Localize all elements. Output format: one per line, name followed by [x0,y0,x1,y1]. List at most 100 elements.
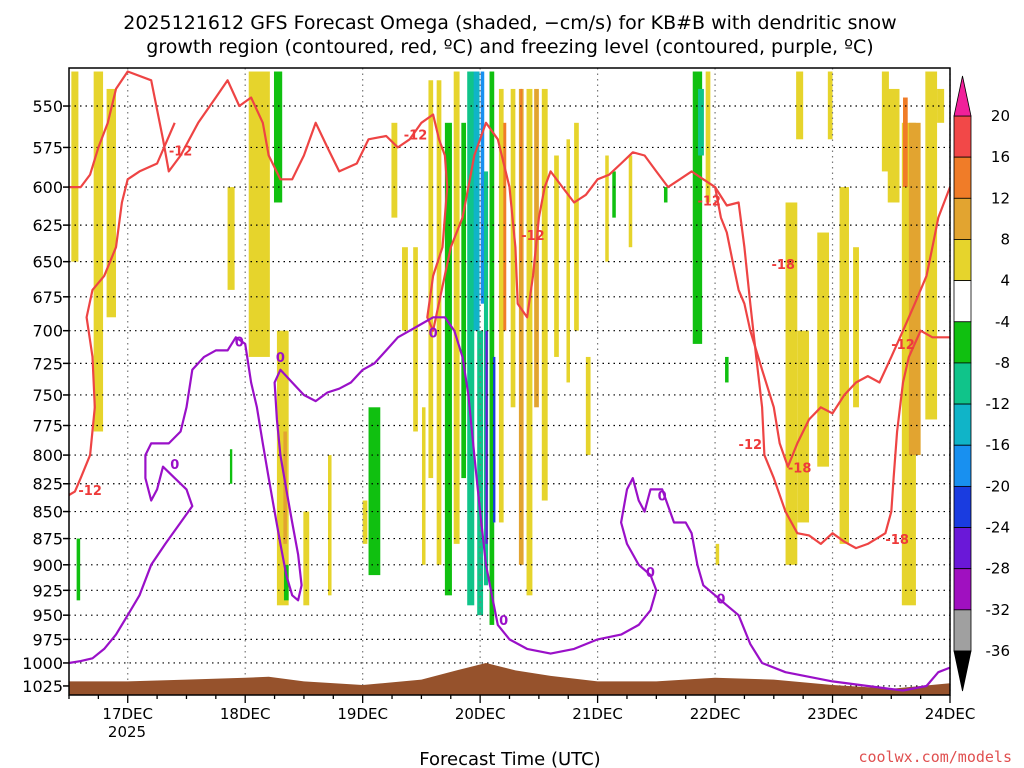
omega-swath-25 [473,71,480,331]
colorbar-swatch-1 [953,156,972,199]
x-tick-label-20DEC: 20DEC [455,705,506,723]
x-tick-label-23DEC: 23DEC [807,705,858,723]
x-axis-year-label: 2025 [108,723,146,741]
colorbar-swatch-5 [953,321,972,364]
omega-swath-47 [663,187,668,203]
omega-swath-40 [554,155,559,357]
omega-swath-26 [477,330,484,616]
y-tick-label-875: 875 [32,530,63,549]
omega-swath-13 [368,407,381,576]
freezing-contour-label-2: 0 [170,458,179,473]
omega-swath-21 [444,122,452,596]
colorbar-swatch-0 [953,115,972,158]
omega-swath-12 [328,455,332,596]
site-credit: coolwx.com/models [858,748,1012,766]
y-tick-label-575: 575 [32,138,63,157]
omega-swath-59 [881,71,889,172]
dgz-contour-label-9: -12 [891,338,915,353]
y-tick-label-925: 925 [32,581,63,600]
omega-swath-42 [574,122,579,331]
colorbar-swatch-4 [953,280,972,323]
dgz-contour-label-3: -12 [521,229,545,244]
dgz-contour-label-1: -12 [78,484,102,499]
dgz-contour-label-5: -12 [739,438,763,453]
colorbar-swatch-7 [953,403,972,446]
omega-swath-54 [785,202,798,565]
omega-swath-55 [797,330,810,523]
omega-swath-1 [93,71,104,432]
y-tick-label-950: 950 [32,606,63,625]
omega-swath-19 [428,80,434,479]
omega-swath-0 [71,71,79,262]
colorbar-label-8: -16 [986,436,1011,454]
omega-swath-52 [827,71,833,140]
omega-swath-33 [503,122,507,331]
y-tick-label-650: 650 [32,253,63,272]
omega-swath-37 [526,88,533,596]
omega-swath-15 [391,122,398,218]
colorbar-label-11: -28 [986,560,1011,578]
omega-swath-57 [839,187,849,544]
omega-swath-24 [467,71,475,606]
y-tick-label-775: 775 [32,417,63,436]
colorbar-label-7: -12 [986,395,1011,413]
y-axis: 550 575 600 625 650 675 700 725 750 775 800 825 850 8… [22,97,69,696]
omega-swath-10 [283,564,289,601]
omega-swath-60 [887,88,900,203]
colorbar-swatch-8 [953,444,972,487]
omega-swath-34 [510,88,516,408]
omega-swath-30 [489,71,495,625]
colorbar-bottom-arrow [953,650,972,692]
omega-swath-45 [612,171,616,218]
omega-swath-22 [453,71,460,544]
x-axis: 17DEC 18DEC 19DEC 20DEC 21DEC 22DEC 23DEC 24DEC [68,695,976,723]
omega-swath-44 [605,155,609,262]
colorbar-swatch-3 [953,239,972,282]
x-tick-label-17DEC: 17DEC [102,705,153,723]
y-tick-label-850: 850 [32,503,63,522]
colorbar-label-6: -8 [995,354,1010,372]
colorbar-swatch-12 [953,609,972,652]
freezing-contour-label-3: 0 [429,326,438,341]
y-tick-label-600: 600 [32,178,63,197]
omega-swath-31 [493,356,496,523]
omega-swath-3 [76,538,81,601]
x-tick-label-21DEC: 21DEC [572,705,623,723]
freezing-contour-label-7: 0 [499,614,508,629]
terrain-fill [69,663,950,695]
omega-swath-2 [106,88,116,318]
omega-swath-51 [725,356,729,383]
colorbar-label-3: 8 [1000,230,1010,248]
x-tick-label-22DEC: 22DEC [690,705,741,723]
omega-swath-48 [692,71,703,344]
y-tick-label-1000: 1000 [22,654,63,673]
dgz-contour-label-8: -18 [788,461,812,476]
freezing-contour-label-5: 0 [646,566,655,581]
colorbar-label-2: 12 [991,189,1010,207]
chart-title-line1: 2025121612 GFS Forecast Omega (shaded, −… [123,12,896,34]
y-tick-label-625: 625 [32,216,63,235]
omega-swath-63 [903,97,908,188]
omega-swath-16 [402,247,408,331]
omega-swath-20 [436,80,442,565]
y-tick-label-550: 550 [32,97,63,116]
omega-swath-58 [853,247,859,408]
omega-swath-43 [585,356,591,456]
omega-swath-62 [908,122,921,456]
freezing-level-contour [68,316,951,692]
y-tick-label-975: 975 [32,630,63,649]
colorbar-label-1: 16 [991,148,1010,166]
y-tick-label-700: 700 [32,322,63,341]
colorbar-swatch-11 [953,568,972,611]
omega-swath-14 [362,500,368,544]
omega-swath-5 [229,449,233,484]
colorbar-label-12: -32 [986,601,1011,619]
dgz-contour-label-4: -12 [697,195,721,210]
omega-swath-46 [628,155,633,248]
dgz-contour-label-7: -18 [771,258,795,273]
y-tick-label-800: 800 [32,446,63,465]
omega-swath-49 [698,88,704,156]
freezing-contour-label-1: 0 [276,351,285,366]
colorbar-label-0: 20 [991,107,1010,125]
x-tick-label-24DEC: 24DEC [925,705,976,723]
